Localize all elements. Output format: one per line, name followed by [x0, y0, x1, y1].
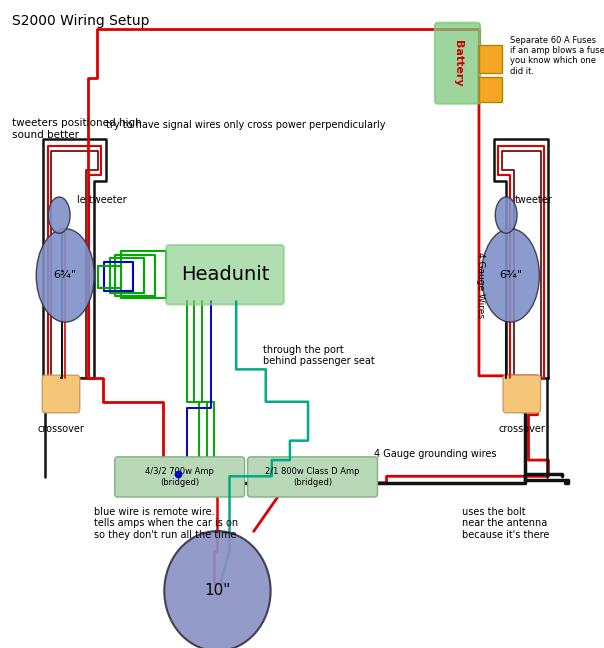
Ellipse shape	[164, 531, 271, 648]
Text: 10": 10"	[204, 583, 231, 599]
Text: tweeters positioned high
sound better: tweeters positioned high sound better	[12, 118, 142, 139]
FancyBboxPatch shape	[42, 375, 80, 413]
Text: S2000 Wiring Setup: S2000 Wiring Setup	[12, 14, 150, 29]
Text: tweeter: tweeter	[515, 196, 553, 205]
Text: 4 Gauge grounding wires: 4 Gauge grounding wires	[374, 448, 497, 459]
Text: 6¾": 6¾"	[499, 270, 522, 281]
FancyBboxPatch shape	[503, 375, 541, 413]
Text: uses the bolt
near the antenna
because it's there: uses the bolt near the antenna because i…	[462, 507, 550, 540]
Ellipse shape	[481, 229, 539, 322]
Ellipse shape	[495, 197, 517, 233]
Text: 6¾": 6¾"	[54, 270, 77, 281]
Text: crossover: crossover	[498, 424, 545, 434]
Text: le tweeter: le tweeter	[77, 196, 127, 205]
Text: 4 Gauge Wires: 4 Gauge Wires	[476, 252, 484, 318]
Text: through the port
behind passenger seat: through the port behind passenger seat	[263, 345, 374, 366]
Text: 4/3/2 700w Amp
(bridged): 4/3/2 700w Amp (bridged)	[145, 467, 214, 487]
Text: crossover: crossover	[37, 424, 85, 434]
FancyBboxPatch shape	[435, 23, 480, 104]
FancyBboxPatch shape	[166, 245, 284, 305]
Text: Headunit: Headunit	[181, 265, 269, 284]
Text: Battery: Battery	[452, 40, 463, 86]
Text: 2/1 800w Class D Amp
(bridged): 2/1 800w Class D Amp (bridged)	[265, 467, 360, 487]
Text: Separate 60 A Fuses
if an amp blows a fuse,
you know which one
did it.: Separate 60 A Fuses if an amp blows a fu…	[510, 36, 604, 76]
FancyBboxPatch shape	[115, 457, 245, 497]
Ellipse shape	[36, 229, 94, 322]
FancyBboxPatch shape	[479, 77, 502, 102]
Text: blue wire is remote wire.
tells amps when the car is on
so they don't run all th: blue wire is remote wire. tells amps whe…	[94, 507, 238, 540]
Ellipse shape	[48, 197, 70, 233]
FancyBboxPatch shape	[248, 457, 378, 497]
FancyBboxPatch shape	[479, 45, 502, 73]
Text: try to have signal wires only cross power perpendicularly: try to have signal wires only cross powe…	[106, 120, 385, 130]
